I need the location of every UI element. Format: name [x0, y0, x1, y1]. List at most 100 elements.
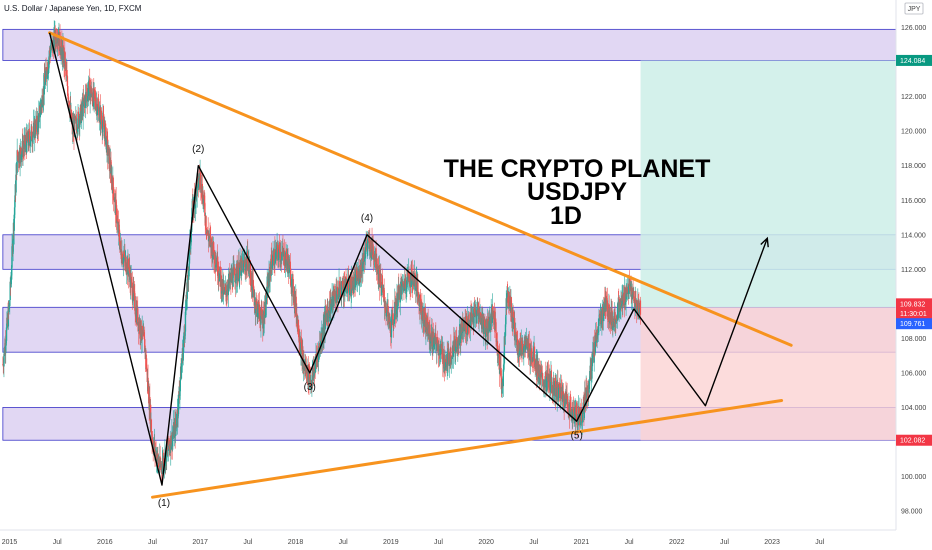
candle-body: [223, 287, 226, 293]
candle-body: [505, 314, 507, 325]
candle-body: [516, 339, 519, 355]
candle-body: [47, 69, 50, 71]
time-axis[interactable]: [0, 530, 932, 550]
candle-body: [209, 233, 211, 236]
candle-body: [73, 117, 76, 137]
candle-body: [569, 402, 572, 403]
candle-body: [586, 388, 588, 391]
candle-body: [627, 289, 629, 293]
candle-body: [625, 302, 627, 305]
candle-body: [433, 337, 435, 345]
currency-box[interactable]: [904, 2, 924, 15]
candle-body: [594, 341, 597, 352]
candle-body: [556, 387, 558, 399]
candle-body: [316, 356, 318, 360]
wave-label-5: (5): [571, 431, 583, 442]
candle-body: [94, 97, 97, 106]
wave-label-3: (3): [304, 382, 316, 393]
candle-body: [606, 300, 609, 317]
price-axis[interactable]: [896, 0, 932, 550]
candle-body: [432, 344, 435, 347]
price-tag-label: 109.832: [900, 301, 925, 308]
candle-body: [253, 288, 255, 298]
candle-body: [69, 104, 72, 116]
candle-body: [267, 286, 270, 287]
candle-body: [185, 294, 188, 302]
candle-body: [573, 410, 575, 424]
candle-body: [167, 447, 169, 451]
candle-body: [514, 335, 517, 336]
candle-body: [252, 279, 254, 287]
candle-body: [380, 289, 383, 296]
price-tag-label: 11:30:01: [900, 311, 927, 318]
candle-body: [439, 349, 441, 356]
candle-body: [555, 395, 557, 397]
candle-body: [625, 287, 628, 295]
candle-body: [59, 32, 61, 50]
candle-body: [3, 356, 5, 367]
candle-body: [229, 277, 231, 282]
time-tick-label: 2020: [478, 539, 494, 546]
candle-body: [32, 122, 35, 132]
candle-body: [367, 237, 369, 243]
candle-body: [292, 296, 295, 301]
candle-body: [554, 388, 556, 396]
candle-body: [408, 275, 410, 282]
candle-body: [106, 135, 108, 153]
candle-body: [451, 356, 454, 358]
candle-body: [157, 453, 159, 458]
candle-body: [286, 259, 289, 266]
candle-body: [250, 281, 252, 284]
candle-body: [366, 242, 368, 248]
candle-body: [589, 366, 592, 379]
candle-body: [372, 246, 374, 258]
candle-body: [31, 139, 33, 142]
candle-body: [481, 317, 484, 329]
candle-body: [454, 341, 457, 352]
candle-body: [592, 349, 595, 355]
candle-body: [605, 298, 608, 309]
candle-body: [615, 318, 617, 324]
candle-body: [256, 302, 258, 304]
trendline-upper: [48, 31, 793, 347]
candle-body: [313, 371, 315, 376]
candle-body: [209, 235, 212, 237]
candle-body: [412, 279, 414, 285]
candle-body: [67, 95, 69, 98]
candle-body: [243, 260, 245, 273]
candle-body: [611, 310, 613, 323]
candle-body: [236, 264, 238, 267]
candle-body: [8, 304, 10, 310]
candle-body: [523, 346, 525, 353]
candle-body: [49, 51, 52, 57]
candle-body: [274, 260, 276, 264]
candle-body: [102, 115, 104, 124]
candle-body: [439, 348, 442, 350]
candle-body: [497, 354, 499, 356]
candle-body: [68, 101, 70, 109]
candle-body: [260, 307, 263, 311]
candle-body: [271, 261, 273, 268]
candle-body: [390, 321, 392, 337]
candle-body: [568, 404, 570, 416]
candle-body: [264, 305, 266, 317]
candle-body: [570, 412, 573, 417]
candle-body: [132, 299, 134, 302]
candle-body: [623, 292, 625, 304]
candle-body: [578, 407, 580, 414]
candle-body: [456, 337, 458, 348]
candle-body: [7, 306, 10, 327]
candle-body: [616, 305, 619, 321]
candle-body: [460, 324, 462, 325]
candle-body: [235, 280, 237, 284]
candle-body: [508, 291, 510, 307]
candle-body: [359, 278, 361, 282]
candle-body: [485, 326, 487, 329]
candle-body: [636, 303, 638, 310]
candle-body: [65, 70, 68, 75]
candle-body: [237, 273, 239, 282]
candle-body: [227, 284, 230, 294]
candle-body: [561, 390, 563, 397]
candle-body: [584, 393, 586, 401]
